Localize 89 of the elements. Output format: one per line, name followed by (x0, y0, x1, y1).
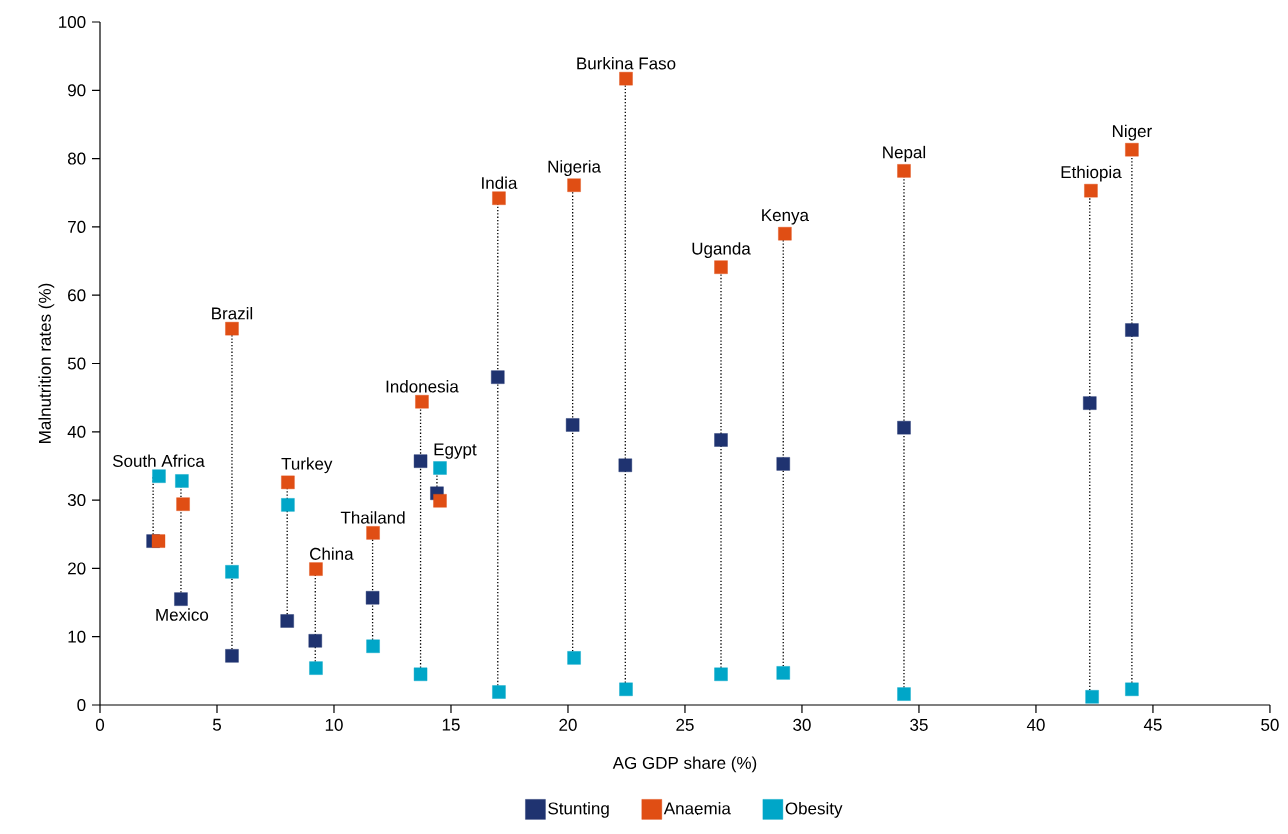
point (175, 474, 189, 488)
point (366, 639, 380, 653)
point (309, 562, 323, 576)
point (619, 682, 633, 696)
point (1083, 396, 1097, 410)
point (1125, 143, 1139, 157)
y-tick-label: 80 (67, 152, 86, 165)
point (565, 418, 580, 432)
y-tick-label: 0 (77, 698, 86, 712)
point (897, 687, 911, 701)
point (1125, 323, 1139, 337)
point (433, 494, 447, 508)
point (174, 592, 188, 606)
x-tick-label: 40 (1026, 718, 1045, 731)
legend-label: Anaemia (663, 801, 731, 815)
point (151, 534, 166, 548)
annotation: Nepal (883, 145, 926, 162)
annotation: Brazil (212, 306, 253, 320)
point (714, 260, 728, 274)
annotation: South Africa (112, 454, 205, 467)
annotation: Niger (1112, 124, 1152, 141)
annotation: Burkina Faso (577, 57, 676, 70)
y-axis-title: Malnutrition rates (%) (38, 283, 55, 443)
y-tick-label: 40 (67, 425, 86, 438)
point (176, 497, 190, 511)
point (619, 71, 633, 86)
point (778, 227, 792, 241)
annotation: Egypt (434, 443, 477, 459)
annotation: Mexico (156, 608, 209, 621)
point (491, 370, 505, 384)
point (366, 526, 380, 540)
x-tick-label: 15 (442, 718, 460, 731)
point (413, 454, 428, 468)
point (225, 565, 239, 579)
point (492, 191, 506, 205)
point (714, 433, 728, 447)
point (365, 591, 380, 605)
annotation: Thailand (340, 511, 405, 524)
x-tick-label: 30 (793, 718, 811, 731)
point (225, 649, 239, 663)
annotation: Turkey (281, 457, 333, 474)
annotation: Uganda (692, 242, 751, 258)
y-tick-label: 60 (68, 289, 86, 302)
point (897, 421, 911, 435)
annotation: India (482, 176, 518, 190)
x-tick-label: 50 (1261, 718, 1279, 731)
point (492, 685, 506, 699)
x-tick-label: 35 (910, 718, 928, 731)
point (309, 661, 323, 675)
point (280, 614, 294, 628)
y-tick-label: 30 (67, 494, 86, 507)
point (776, 666, 790, 680)
x-axis-title: AG GDP share (%) (612, 756, 757, 773)
point (225, 321, 239, 336)
y-tick-label: 90 (68, 84, 86, 97)
x-tick-label: 25 (676, 718, 694, 731)
annotation: Indonesia (386, 380, 459, 393)
point (308, 634, 322, 648)
legend-label: Obesity (785, 801, 843, 818)
x-tick-label: 10 (325, 718, 343, 731)
y-tick-label: 100 (59, 15, 86, 29)
y-tick-label: 20 (68, 562, 86, 575)
point (618, 458, 632, 472)
x-tick-label: 20 (559, 718, 577, 731)
point (776, 457, 790, 471)
x-tick-label: 0 (95, 718, 105, 731)
x-tick-label: 45 (1143, 718, 1162, 731)
annotation: China (310, 547, 354, 560)
point (1084, 184, 1098, 198)
point (1085, 690, 1099, 704)
annotation: Ethiopia (1061, 165, 1122, 182)
point (567, 178, 581, 192)
x-tick-label: 5 (212, 718, 221, 731)
point (415, 395, 429, 409)
point (714, 667, 728, 681)
point (281, 498, 295, 512)
point (897, 164, 911, 178)
point (567, 651, 581, 665)
annotation: Nigeria (548, 160, 601, 177)
point (1125, 682, 1139, 696)
point (281, 475, 295, 490)
legend-label: Stunting (548, 801, 609, 818)
y-tick-label: 70 (68, 220, 86, 233)
y-tick-label: 50 (67, 357, 86, 370)
point (413, 667, 428, 681)
annotation: Kenya (762, 209, 809, 225)
point (433, 461, 447, 475)
y-tick-label: 10 (68, 630, 86, 643)
point (152, 469, 166, 483)
